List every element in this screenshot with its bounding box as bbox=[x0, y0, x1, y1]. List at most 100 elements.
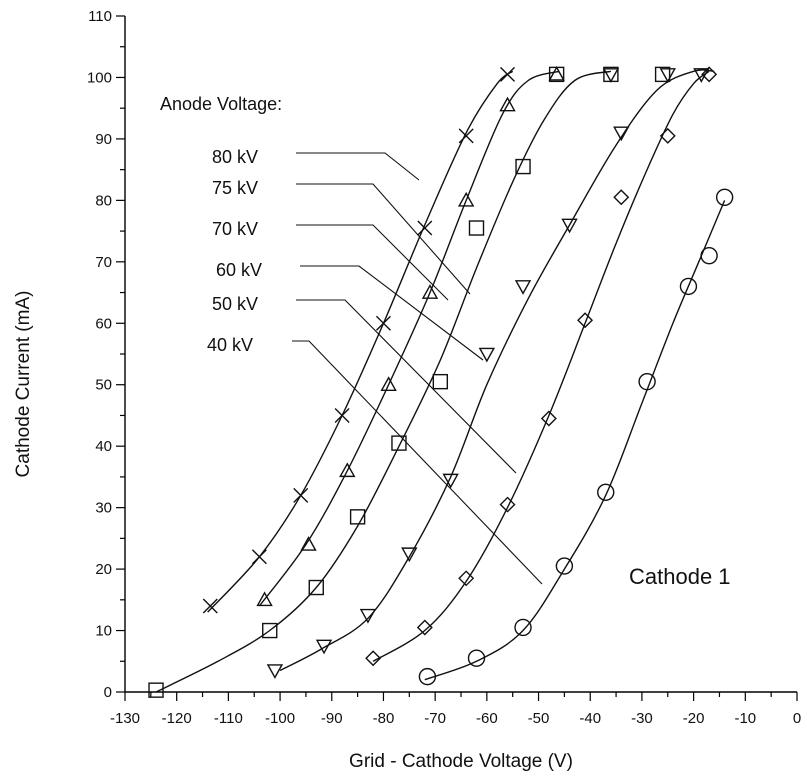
triangle-down-marker bbox=[359, 608, 377, 624]
diamond-marker bbox=[577, 312, 594, 329]
diamond-marker bbox=[416, 619, 433, 636]
circle-marker bbox=[715, 188, 734, 206]
x-tick-label: -120 bbox=[162, 710, 192, 727]
diamond-marker bbox=[540, 410, 557, 427]
legend-label-75-kv: 75 kV bbox=[212, 178, 258, 198]
cross-marker bbox=[251, 549, 267, 565]
triangle-up-marker bbox=[457, 191, 475, 207]
triangle-down-marker bbox=[602, 68, 620, 83]
circle-marker bbox=[638, 372, 656, 391]
diamond-marker bbox=[458, 570, 475, 587]
x-tick-label: -60 bbox=[476, 710, 498, 727]
triangle-up-marker bbox=[380, 376, 397, 392]
y-tick-label: 60 bbox=[95, 315, 112, 332]
cross-marker bbox=[334, 407, 350, 423]
y-tick-label: 30 bbox=[95, 500, 112, 517]
square-marker bbox=[262, 622, 278, 639]
square-marker bbox=[349, 509, 366, 525]
cross-marker bbox=[202, 598, 218, 614]
cross-marker bbox=[417, 220, 433, 236]
square-marker bbox=[603, 66, 619, 83]
leader-line-60-kv bbox=[300, 265, 484, 361]
markers-75-kv bbox=[256, 65, 565, 607]
legend-label-40-kv: 40 kV bbox=[207, 335, 253, 355]
triangle-up-marker bbox=[256, 591, 273, 607]
cross-marker bbox=[458, 128, 474, 144]
square-marker bbox=[468, 220, 485, 236]
leader-line-70-kv bbox=[296, 224, 449, 301]
circle-marker bbox=[418, 667, 437, 686]
legend-label-80-kv: 80 kV bbox=[212, 147, 258, 167]
triangle-down-marker bbox=[401, 547, 418, 563]
y-tick-label: 100 bbox=[87, 69, 112, 86]
circle-marker bbox=[597, 483, 615, 501]
triangle-down-marker bbox=[478, 347, 496, 363]
axes: 0 10 20 30 40 50 60 70 80 90 100 110 -130 -120 -110 -10… bbox=[87, 8, 801, 727]
diamond-marker bbox=[499, 496, 516, 513]
y-tick-label: 80 bbox=[95, 192, 112, 209]
legend-label-60-kv: 60 kV bbox=[216, 260, 262, 280]
markers-60-kv bbox=[266, 68, 710, 679]
square-marker bbox=[432, 373, 449, 390]
curve-40-kv bbox=[424, 200, 726, 681]
leader-line-80-kv bbox=[296, 152, 420, 181]
triangle-up-marker bbox=[300, 536, 317, 551]
leader-line-40-kv bbox=[292, 340, 543, 585]
legend: Anode Voltage: 80 kV 75 kV 70 kV 60 kV 50 kV… bbox=[160, 94, 543, 585]
circle-marker bbox=[514, 618, 532, 637]
y-tick-label: 10 bbox=[95, 623, 112, 640]
y-tick-label: 90 bbox=[95, 131, 112, 148]
markers-70-kv bbox=[148, 66, 671, 698]
triangle-up-marker bbox=[421, 284, 439, 299]
leader-line-50-kv bbox=[296, 299, 517, 474]
x-tick-label: -90 bbox=[321, 710, 343, 727]
markers-50-kv bbox=[365, 66, 718, 667]
triangle-down-marker bbox=[693, 68, 710, 83]
x-axis-title: Grid - Cathode Voltage (V) bbox=[349, 751, 573, 772]
series-markers bbox=[148, 65, 734, 698]
curve-75-kv bbox=[258, 70, 560, 607]
triangle-down-marker bbox=[613, 126, 630, 142]
x-tick-label: -110 bbox=[214, 710, 243, 727]
diamond-marker bbox=[701, 66, 718, 83]
square-marker bbox=[515, 158, 531, 175]
circle-marker bbox=[679, 277, 698, 296]
x-tick-label: -20 bbox=[683, 710, 705, 727]
x-tick-label: -30 bbox=[631, 710, 653, 727]
y-axis-title: Cathode Current (mA) bbox=[13, 291, 34, 478]
cathode-annotation: Cathode 1 bbox=[629, 564, 731, 589]
x-tick-label: -130 bbox=[110, 710, 140, 727]
square-marker bbox=[391, 435, 407, 451]
x-tick-label: 0 bbox=[793, 710, 801, 727]
triangle-down-marker bbox=[442, 473, 459, 489]
cross-marker bbox=[293, 487, 309, 503]
curve-60-kv bbox=[279, 69, 715, 672]
x-tick-label: -10 bbox=[734, 710, 756, 727]
triangle-down-marker bbox=[266, 664, 284, 679]
y-tick-label: 20 bbox=[95, 561, 112, 578]
diamond-marker bbox=[365, 650, 382, 667]
circle-marker bbox=[700, 246, 718, 265]
square-marker bbox=[148, 682, 164, 698]
diamond-marker bbox=[659, 127, 676, 144]
triangle-up-marker bbox=[499, 96, 516, 112]
leader-line-75-kv bbox=[296, 183, 471, 295]
cross-marker bbox=[375, 315, 391, 331]
triangle-down-marker bbox=[659, 68, 676, 83]
x-tick-label: -80 bbox=[373, 710, 395, 727]
series-curves bbox=[155, 69, 726, 693]
triangle-up-marker bbox=[339, 462, 356, 478]
y-tick-label: 40 bbox=[95, 438, 112, 455]
legend-label-50-kv: 50 kV bbox=[212, 294, 258, 314]
x-tick-label: -50 bbox=[528, 710, 550, 727]
triangle-up-marker bbox=[548, 65, 565, 81]
circle-marker bbox=[555, 557, 574, 575]
y-tick-label: 70 bbox=[95, 254, 112, 271]
square-marker bbox=[654, 66, 671, 83]
curve-70-kv bbox=[155, 70, 612, 693]
square-marker bbox=[548, 66, 565, 83]
triangle-down-marker bbox=[561, 218, 578, 234]
legend-title: Anode Voltage: bbox=[160, 94, 282, 114]
curve-50-kv bbox=[372, 70, 710, 662]
